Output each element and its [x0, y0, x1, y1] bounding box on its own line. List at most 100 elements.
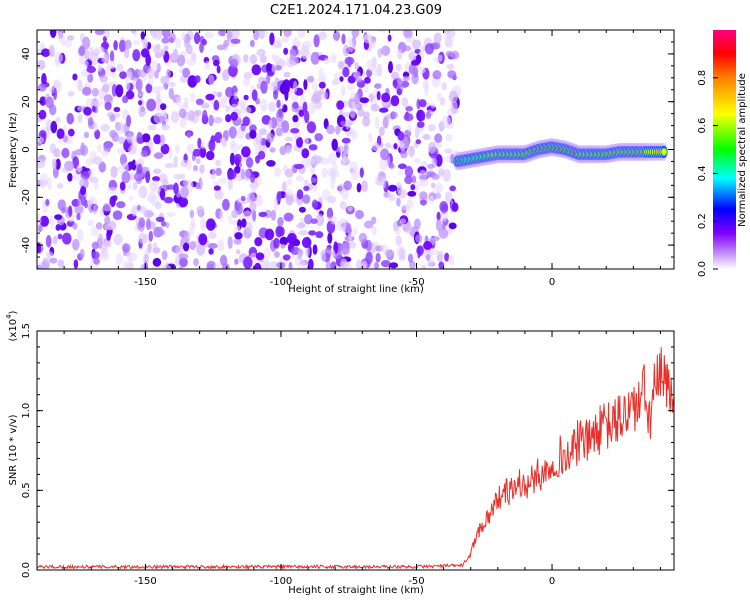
heatmap-noise-cell	[158, 110, 167, 124]
heatmap-noise-cell	[274, 251, 280, 258]
heatmap-noise-cell	[368, 132, 373, 143]
heatmap-noise-cell	[341, 137, 351, 144]
heatmap-noise-cell	[82, 86, 92, 96]
heatmap-noise-cell	[408, 145, 415, 158]
heatmap-panel: -150 -100 -50 0 -40 -20 0 20 40 Height of strai…	[8, 29, 675, 295]
heatmap-noise-cell	[441, 223, 446, 230]
heatmap-noise-cell	[95, 222, 103, 230]
heatmap-x-tick-label: 0	[549, 277, 555, 288]
heatmap-noise-cell	[92, 156, 103, 165]
heatmap-noise-cell	[388, 161, 394, 169]
heatmap-noise-cell	[245, 221, 253, 234]
heatmap-noise-cell	[212, 167, 217, 180]
heatmap-noise-cell	[130, 30, 137, 34]
heatmap-noise-cell	[153, 134, 162, 145]
heatmap-noise-cell	[45, 198, 50, 207]
heatmap-noise-cell	[229, 103, 240, 114]
heatmap-noise-cell	[283, 47, 289, 55]
heatmap-noise-cell	[396, 77, 403, 85]
heatmap-noise-cell	[342, 66, 350, 78]
heatmap-noise-cell	[189, 92, 196, 103]
heatmap-noise-cell	[64, 39, 73, 48]
heatmap-noise-cell	[258, 128, 268, 136]
heatmap-noise-cell	[338, 183, 344, 195]
heatmap-noise-cell	[174, 257, 179, 265]
heatmap-noise-cell	[271, 63, 277, 73]
heatmap-noise-cell	[115, 253, 123, 265]
heatmap-noise-cell	[253, 30, 260, 41]
heatmap-noise-cell	[371, 142, 381, 152]
heatmap-noise-cell	[231, 30, 240, 39]
heatmap-noise-cell	[330, 53, 337, 64]
heatmap-noise-cell	[61, 167, 69, 173]
heatmap-noise-cell	[99, 75, 108, 83]
heatmap-noise-cell	[140, 150, 148, 158]
heatmap-noise-cell	[303, 179, 309, 186]
heatmap-noise-cell	[410, 59, 420, 66]
heatmap-noise-cell	[145, 53, 152, 67]
heatmap-noise-cell	[122, 243, 131, 253]
heatmap-noise-cell	[222, 198, 230, 211]
heatmap-noise-cell	[384, 249, 394, 257]
heatmap-noise-cell	[136, 132, 143, 144]
heatmap-noise-cell	[112, 210, 123, 220]
heatmap-noise-cell	[94, 182, 99, 191]
heatmap-noise-cell	[119, 71, 127, 79]
heatmap-noise-cell	[271, 261, 278, 268]
heatmap-y-tick-label: 20	[21, 95, 32, 108]
heatmap-noise-cell	[374, 262, 379, 269]
heatmap-noise-cell	[126, 132, 133, 144]
heatmap-noise-cell	[39, 215, 50, 227]
heatmap-y-ticks: -40 -20 0 20 40	[21, 29, 674, 270]
heatmap-noise-cell	[332, 30, 341, 41]
heatmap-noise-cell	[104, 223, 114, 231]
heatmap-noise-cell	[450, 100, 458, 112]
heatmap-noise-cell	[418, 169, 427, 183]
heatmap-noise-cell	[323, 57, 331, 65]
heatmap-noise-cell	[295, 175, 304, 182]
heatmap-noise-cell	[390, 95, 400, 107]
heatmap-noise-cell	[221, 139, 227, 148]
heatmap-noise-cell	[115, 84, 124, 98]
heatmap-noise-cell	[49, 257, 58, 264]
heatmap-noise-cell	[124, 39, 132, 50]
heatmap-noise-cell	[132, 182, 138, 190]
heatmap-noise-cell	[133, 39, 140, 46]
heatmap-noise-cell	[217, 239, 225, 252]
heatmap-noise-cell	[136, 163, 143, 175]
heatmap-noise-cell	[238, 125, 248, 135]
heatmap-noise-cell	[57, 31, 63, 42]
heatmap-noise-cell	[447, 70, 457, 79]
heatmap-noise-cell	[88, 46, 94, 56]
heatmap-noise-cell	[199, 164, 205, 174]
heatmap-noise-cell	[83, 106, 92, 116]
heatmap-noise-cell	[273, 197, 279, 211]
heatmap-noise-cell	[192, 223, 197, 229]
heatmap-noise-cell	[41, 73, 47, 86]
heatmap-noise-cell	[276, 99, 281, 109]
heatmap-noise-cell	[82, 36, 91, 50]
heatmap-noise-cell	[116, 201, 126, 209]
heatmap-noise-cell	[430, 102, 436, 109]
heatmap-noise-cell	[168, 147, 173, 160]
heatmap-x-axis-label: Height of straight line (km)	[288, 284, 424, 295]
heatmap-noise-cell	[254, 237, 263, 247]
heatmap-noise-cell	[116, 121, 125, 134]
heatmap-noise-cell	[343, 262, 352, 269]
heatmap-noise-cell	[376, 90, 381, 101]
heatmap-noise-cell	[362, 116, 371, 127]
heatmap-noise-cell	[176, 54, 186, 67]
heatmap-noise-cell	[243, 71, 253, 80]
heatmap-noise-cell	[80, 186, 87, 196]
heatmap-noise-cell	[268, 101, 276, 112]
heatmap-noise-cell	[230, 111, 238, 121]
heatmap-noise-cell	[155, 216, 165, 222]
heatmap-noise-cell	[79, 248, 85, 259]
heatmap-noise-cell	[289, 48, 297, 61]
heatmap-noise-cell	[160, 220, 167, 227]
heatmap-noise-cell	[434, 133, 443, 144]
heatmap-noise-cell	[331, 171, 337, 183]
heatmap-noise-cell	[395, 63, 402, 72]
heatmap-noise-cell	[100, 123, 110, 132]
heatmap-noise-cell	[54, 214, 63, 221]
